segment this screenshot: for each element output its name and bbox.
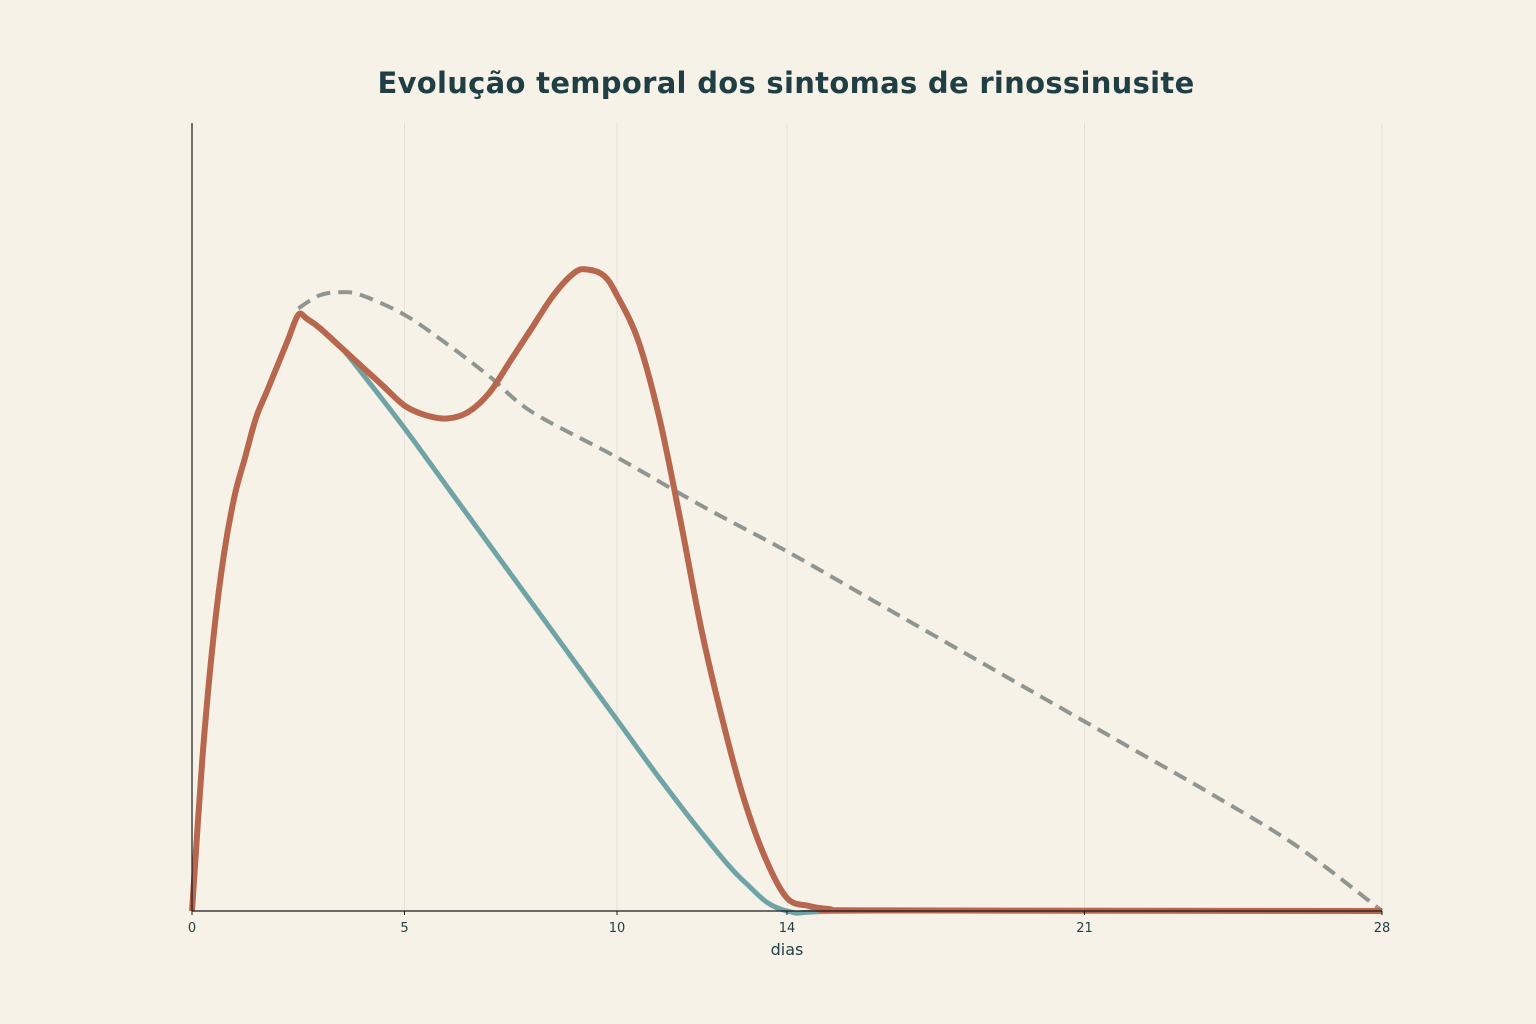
series-line-2 bbox=[297, 290, 1384, 913]
chart-title: Evolução temporal dos sintomas de rinoss… bbox=[377, 66, 1195, 100]
x-tick-label-21: 21 bbox=[1076, 921, 1093, 936]
series-line-3 bbox=[189, 266, 1383, 914]
x-tick-label-14: 14 bbox=[779, 921, 796, 936]
x-ticks: 0 5 10 14 21 28 bbox=[188, 911, 1390, 936]
series-layer bbox=[189, 266, 1384, 916]
x-axis-label: dias bbox=[771, 940, 804, 959]
x-tick-label-0: 0 bbox=[188, 921, 196, 936]
x-tick-label-5: 5 bbox=[400, 921, 408, 936]
grid-lines bbox=[404, 123, 1383, 911]
x-tick-label-10: 10 bbox=[609, 921, 626, 936]
x-tick-label-28: 28 bbox=[1374, 921, 1391, 936]
